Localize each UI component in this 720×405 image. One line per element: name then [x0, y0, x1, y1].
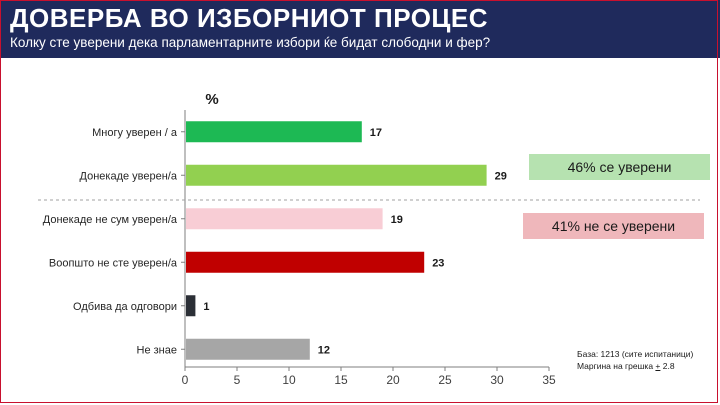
bar — [186, 338, 310, 360]
callout-not-confident: 41% не се уверени — [523, 213, 704, 239]
category-label: Донекаде уверен/а — [80, 170, 178, 182]
base-note-margin-label: Маргина на грешка — [577, 361, 656, 371]
x-tick-label: 20 — [386, 373, 400, 387]
unit-label: % — [205, 91, 218, 108]
bar-value-label: 12 — [318, 344, 330, 356]
category-label: Многу уверен / а — [92, 127, 178, 139]
category-label: Одбива да одговори — [73, 301, 177, 313]
bar — [186, 295, 196, 317]
base-note-margin: Маргина на грешка + 2.8 — [577, 360, 693, 372]
category-label: Донекаде не сум уверен/а — [43, 214, 178, 226]
base-note-plus-minus: + — [655, 361, 661, 371]
x-tick-label: 35 — [542, 373, 556, 387]
bar — [186, 164, 487, 186]
page-title: ДОВЕРБА ВО ИЗБОРНИОТ ПРОЦЕС — [10, 3, 489, 33]
category-label: Воопшто не сте уверен/а — [49, 257, 178, 269]
callout-confident: 46% се уверени — [529, 154, 710, 180]
base-note: База: 1213 (сите испитаници) Маргина на … — [577, 348, 693, 372]
bar — [186, 121, 362, 143]
base-note-sample: База: 1213 (сите испитаници) — [577, 349, 694, 359]
x-tick-label: 0 — [182, 373, 189, 387]
bar-value-label: 19 — [391, 214, 403, 226]
page-subtitle: Колку сте уверени дека парламентарните и… — [10, 35, 491, 50]
x-tick-label: 25 — [438, 373, 452, 387]
bar — [186, 208, 383, 230]
x-tick-label: 5 — [234, 373, 241, 387]
bar-value-label: 17 — [370, 127, 382, 139]
x-tick-label: 10 — [282, 373, 296, 387]
x-tick-label: 15 — [334, 373, 348, 387]
bar-value-label: 29 — [495, 170, 507, 182]
base-note-margin-value: 2.8 — [660, 361, 675, 371]
x-tick-label: 30 — [490, 373, 504, 387]
bar-value-label: 23 — [432, 257, 444, 269]
header-bar: ДОВЕРБА ВО ИЗБОРНИОТ ПРОЦЕС Колку сте ув… — [0, 0, 720, 58]
category-label: Не знае — [137, 344, 177, 356]
bar-value-label: 1 — [203, 301, 209, 313]
bar — [186, 251, 425, 273]
